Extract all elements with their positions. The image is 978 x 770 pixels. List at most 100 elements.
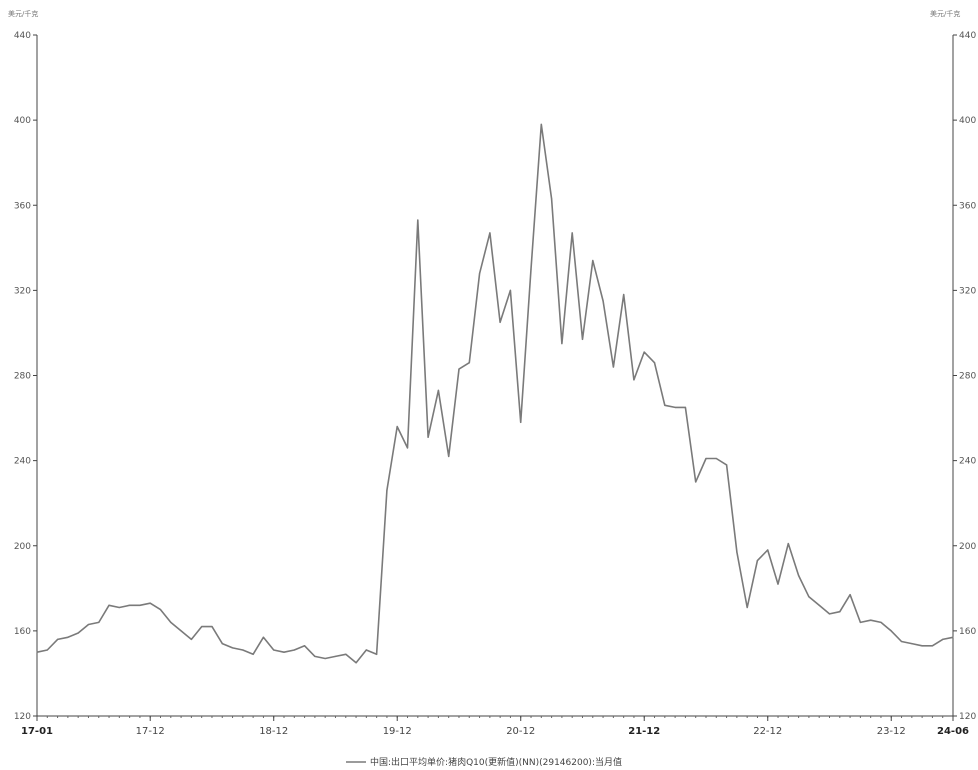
axes bbox=[33, 34, 957, 721]
data-point bbox=[252, 653, 254, 655]
data-point bbox=[170, 621, 172, 623]
data-point bbox=[767, 549, 769, 551]
data-point bbox=[427, 436, 429, 438]
data-point bbox=[890, 630, 892, 632]
y-tick-label-right: 280 bbox=[959, 372, 976, 382]
data-point bbox=[653, 362, 656, 364]
data-point bbox=[684, 406, 687, 409]
data-point bbox=[520, 421, 522, 423]
data-point bbox=[201, 626, 203, 628]
data-point bbox=[777, 583, 779, 585]
y-tick-label-left: 160 bbox=[14, 627, 31, 637]
data-point bbox=[870, 619, 872, 621]
data-point bbox=[56, 638, 59, 640]
data-point bbox=[262, 636, 265, 638]
data-point bbox=[509, 289, 512, 291]
data-point bbox=[386, 489, 388, 492]
data-point bbox=[942, 638, 944, 640]
y-tick-label-left: 200 bbox=[14, 542, 31, 552]
x-tick-labels: 17-01 17-12 18-12 19-12 20-12 21-12 22-12 23-12… bbox=[21, 726, 969, 737]
y-tick-label-left: 440 bbox=[14, 31, 31, 41]
data-point bbox=[787, 543, 789, 545]
data-point bbox=[242, 649, 244, 651]
data-point bbox=[98, 621, 100, 623]
data-point bbox=[798, 574, 800, 577]
data-point bbox=[551, 198, 553, 200]
data-point bbox=[736, 551, 738, 553]
data-point bbox=[149, 602, 151, 604]
data-point bbox=[725, 464, 728, 466]
data-point bbox=[314, 655, 316, 658]
data-point bbox=[489, 232, 491, 234]
legend: 中国:出口平均单价:猪肉Q10(更新值)(NN)(29146200):当月值 bbox=[346, 756, 622, 768]
data-point bbox=[396, 425, 398, 428]
x-tick-label: 22-12 bbox=[753, 726, 782, 737]
data-point bbox=[303, 645, 306, 647]
x-tick-label: 17-01 bbox=[21, 726, 53, 737]
data-point bbox=[77, 632, 79, 634]
data-point bbox=[581, 338, 584, 340]
y-tick-label-right: 400 bbox=[959, 116, 976, 126]
data-point bbox=[273, 649, 275, 651]
data-point bbox=[283, 651, 285, 653]
y-tick-label-left: 280 bbox=[14, 372, 31, 382]
data-point bbox=[715, 457, 717, 460]
x-tick-label: 23-12 bbox=[877, 726, 906, 737]
data-point bbox=[67, 636, 69, 638]
y-tick-label-left: 240 bbox=[14, 457, 31, 467]
y-tick-label-right: 160 bbox=[959, 627, 976, 637]
y-axis-left-unit: 美元/千克 bbox=[8, 9, 38, 18]
data-point bbox=[129, 604, 131, 606]
data-point bbox=[448, 455, 450, 457]
data-point bbox=[437, 389, 439, 391]
data-point bbox=[705, 457, 707, 460]
data-point bbox=[355, 662, 357, 664]
x-tick-label: 19-12 bbox=[383, 726, 412, 737]
data-point bbox=[108, 604, 110, 606]
data-point bbox=[623, 294, 625, 296]
data-point bbox=[46, 649, 48, 651]
data-point bbox=[118, 606, 120, 609]
data-point bbox=[293, 649, 295, 651]
data-point bbox=[376, 653, 378, 655]
series-layer bbox=[36, 123, 954, 664]
data-point bbox=[159, 608, 162, 611]
data-point bbox=[695, 481, 697, 483]
data-point bbox=[417, 219, 419, 221]
y-tick-label-right: 120 bbox=[959, 712, 976, 722]
data-point bbox=[880, 621, 882, 623]
data-point bbox=[406, 447, 409, 449]
data-point bbox=[211, 626, 213, 628]
y-tick-label-right: 320 bbox=[959, 286, 976, 296]
y-tick-label-right: 240 bbox=[959, 457, 976, 467]
data-point bbox=[931, 645, 934, 647]
data-point bbox=[36, 651, 38, 653]
data-point bbox=[458, 368, 460, 370]
y-tick-label-left: 360 bbox=[14, 201, 31, 211]
data-point bbox=[828, 613, 831, 615]
data-point bbox=[664, 404, 666, 406]
data-point bbox=[499, 321, 501, 323]
data-point bbox=[231, 647, 234, 649]
data-point bbox=[674, 406, 676, 409]
data-point bbox=[859, 621, 861, 623]
data-point bbox=[849, 594, 851, 596]
data-point bbox=[334, 655, 337, 658]
x-tick-label: 24-06 bbox=[937, 726, 969, 737]
legend-label: 中国:出口平均单价:猪肉Q10(更新值)(NN)(29146200):当月值 bbox=[370, 756, 622, 768]
data-point bbox=[221, 643, 223, 645]
x-tick-label: 18-12 bbox=[259, 726, 288, 737]
data-point bbox=[530, 268, 532, 270]
data-point bbox=[365, 649, 367, 651]
series-line bbox=[36, 123, 954, 664]
data-point bbox=[139, 604, 141, 606]
data-point bbox=[561, 342, 563, 345]
data-point bbox=[633, 379, 635, 381]
y-tick-label-left: 120 bbox=[14, 712, 31, 722]
data-point bbox=[900, 640, 903, 643]
data-point bbox=[746, 606, 748, 609]
data-point bbox=[468, 362, 470, 364]
x-tick-label: 21-12 bbox=[628, 726, 660, 737]
y-tick-label-left: 400 bbox=[14, 116, 31, 126]
